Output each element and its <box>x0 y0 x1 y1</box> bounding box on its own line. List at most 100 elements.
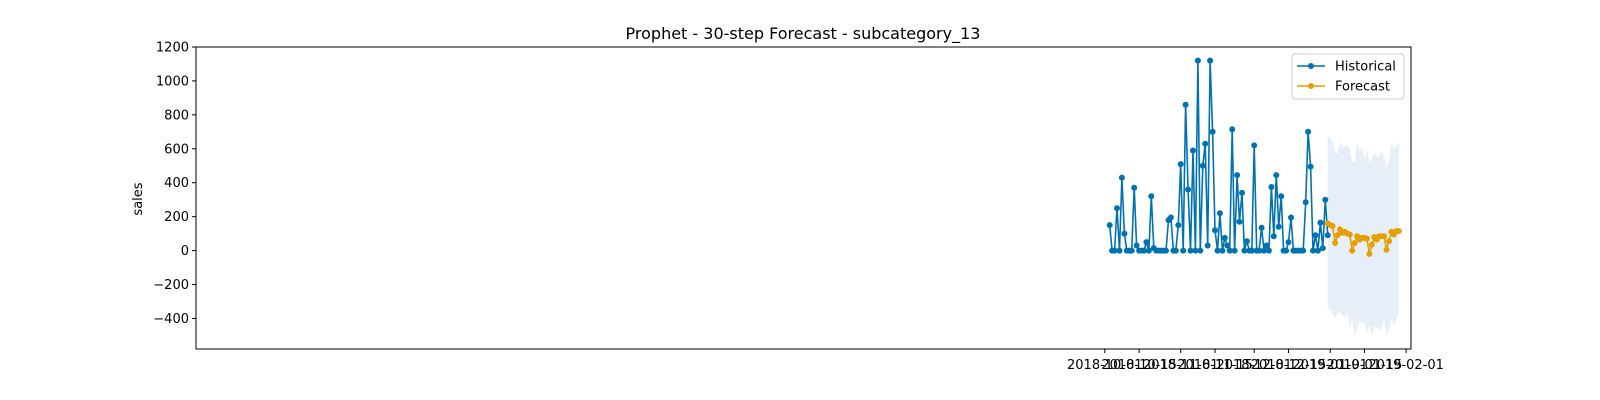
historical-point <box>1263 242 1270 249</box>
historical-point <box>1167 214 1174 221</box>
historical-point <box>1175 222 1182 229</box>
y-tick-label: 0 <box>181 244 189 259</box>
historical-point <box>1185 186 1192 193</box>
historical-point <box>1190 147 1196 154</box>
historical-point <box>1182 101 1189 108</box>
historical-point <box>1307 163 1314 170</box>
historical-point <box>1285 239 1292 246</box>
historical-point <box>1324 232 1331 239</box>
historical-point <box>1314 247 1321 254</box>
historical-point <box>1131 184 1138 191</box>
x-tick-label: 2018-12-15 <box>1251 358 1327 373</box>
historical-point <box>1143 239 1150 246</box>
forecast-point <box>1368 241 1375 248</box>
historical-point <box>1243 238 1250 245</box>
historical-point <box>1163 247 1169 254</box>
historical-point <box>1216 210 1223 217</box>
forecast-point <box>1366 251 1373 257</box>
series-layer <box>1106 57 1402 257</box>
historical-point <box>1209 128 1216 135</box>
forecast-point <box>1395 228 1402 235</box>
y-tick-label: 400 <box>164 176 189 191</box>
x-tick-label: 2019-01-15 <box>1327 358 1403 373</box>
historical-point <box>1224 242 1231 249</box>
historical-point <box>1221 234 1228 241</box>
historical-point <box>1202 140 1209 147</box>
legend-historical-marker <box>1308 63 1314 69</box>
historical-point <box>1219 247 1226 254</box>
x-axis: 2018-10-012018-10-152018-11-012018-11-15… <box>1067 349 1444 373</box>
historical-point <box>1172 247 1179 254</box>
historical-point <box>1241 247 1248 254</box>
y-axis-label: sales <box>131 182 146 215</box>
historical-point <box>1273 172 1280 179</box>
historical-point <box>1177 161 1184 168</box>
historical-point <box>1226 247 1233 254</box>
legend-forecast-label: Forecast <box>1335 80 1390 95</box>
forecast-point <box>1346 231 1353 238</box>
historical-point <box>1283 247 1290 254</box>
x-tick-label: 2018-11-01 <box>1143 358 1219 373</box>
historical-point <box>1278 193 1285 200</box>
y-tick-label: 1000 <box>156 74 189 89</box>
x-tick-label: 2018-11-15 <box>1177 358 1253 373</box>
historical-point <box>1106 222 1113 229</box>
historical-point <box>1145 247 1152 254</box>
historical-point <box>1234 172 1241 179</box>
plot-frame <box>195 46 1412 350</box>
historical-point <box>1197 247 1204 254</box>
historical-point <box>1128 247 1135 254</box>
x-tick-label: 2019-01-01 <box>1292 358 1368 373</box>
historical-point <box>1317 219 1324 226</box>
legend-forecast-marker <box>1308 83 1314 89</box>
historical-point <box>1236 218 1243 225</box>
historical-point <box>1180 247 1187 254</box>
historical-point <box>1270 233 1277 240</box>
forecast-point <box>1329 223 1336 229</box>
historical-point <box>1214 247 1221 254</box>
historical-point <box>1265 247 1272 254</box>
historical-point <box>1256 247 1263 254</box>
historical-point <box>1305 128 1312 135</box>
y-tick-label: 1200 <box>156 41 189 56</box>
historical-point <box>1302 199 1309 206</box>
historical-point <box>1229 126 1236 133</box>
historical-point <box>1199 162 1206 169</box>
historical-point <box>1268 184 1275 190</box>
forecast-point <box>1334 232 1341 239</box>
y-tick-label: −200 <box>153 278 189 293</box>
y-tick-label: 800 <box>164 108 189 123</box>
historical-point <box>1310 247 1316 254</box>
historical-point <box>1258 224 1265 231</box>
legend-historical-label: Historical <box>1335 60 1396 75</box>
historical-point <box>1187 247 1194 254</box>
historical-point <box>1118 174 1125 181</box>
x-tick-label: 2018-10-01 <box>1067 358 1143 373</box>
historical-point <box>1239 189 1245 196</box>
forecast-point <box>1363 235 1370 242</box>
historical-point <box>1251 142 1258 149</box>
historical-point <box>1116 247 1123 254</box>
x-tick-label: 2019-02-01 <box>1368 358 1444 373</box>
y-tick-label: −400 <box>153 312 189 327</box>
historical-point <box>1148 193 1155 200</box>
x-tick-label: 2018-12-01 <box>1216 358 1292 373</box>
historical-point <box>1319 245 1326 252</box>
historical-point <box>1231 247 1238 254</box>
historical-point <box>1204 242 1211 249</box>
forecast-point <box>1386 238 1392 245</box>
historical-point <box>1141 247 1147 254</box>
historical-point <box>1212 227 1218 234</box>
forecast-point <box>1332 240 1339 246</box>
forecast-point <box>1383 246 1390 253</box>
y-tick-label: 200 <box>164 210 189 225</box>
x-tick-label: 2018-10-15 <box>1101 358 1177 373</box>
historical-point <box>1322 196 1329 203</box>
historical-point <box>1121 230 1128 237</box>
y-axis: −400 −200 0 200 400 600 800 1000 1200 <box>153 41 196 327</box>
historical-point <box>1111 247 1118 254</box>
historical-point <box>1288 214 1294 221</box>
historical-point <box>1114 205 1120 212</box>
historical-point <box>1133 242 1140 249</box>
